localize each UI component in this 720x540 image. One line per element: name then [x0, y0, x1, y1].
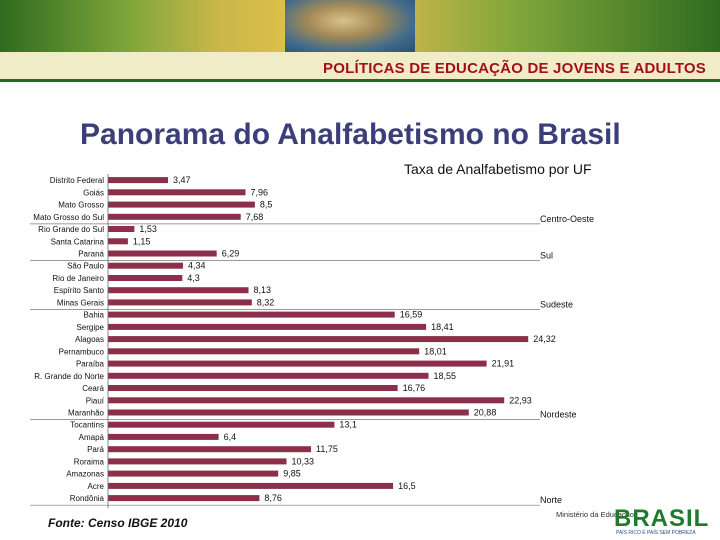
bar-3: [108, 213, 241, 220]
value-label: 10,33: [292, 456, 315, 466]
banner-photo: [285, 0, 415, 52]
category-label: Tocantins: [70, 421, 104, 430]
value-label: 4,3: [187, 273, 200, 283]
brasil-logo-word: BRASIL: [614, 505, 710, 532]
value-label: 1,15: [133, 236, 151, 246]
bar-6: [108, 250, 217, 257]
value-label: 4,34: [188, 261, 206, 271]
category-label: Acre: [88, 482, 105, 491]
category-label: R. Grande do Norte: [34, 372, 104, 381]
value-label: 18,41: [431, 322, 454, 332]
value-label: 9,85: [283, 469, 301, 479]
value-label: 3,47: [173, 175, 191, 185]
bar-19: [108, 409, 469, 416]
value-label: 16,76: [403, 383, 426, 393]
region-label: Centro-Oeste: [540, 214, 594, 224]
bar-2: [108, 201, 255, 208]
value-label: 8,13: [254, 285, 272, 295]
category-label: Rondônia: [70, 494, 105, 503]
brasil-logo-motto: PAÍS RICO É PAÍS SEM POBREZA: [616, 530, 696, 536]
value-label: 22,93: [509, 395, 532, 405]
category-label: Sergipe: [76, 323, 104, 332]
bar-26: [108, 495, 260, 502]
category-label: Paraná: [78, 250, 104, 259]
category-label: Mato Grosso do Sul: [33, 213, 104, 222]
category-label: Roraima: [74, 457, 105, 466]
category-label: Espírito Santo: [54, 286, 105, 295]
value-label: 7,68: [246, 212, 264, 222]
bar-16: [108, 372, 429, 379]
banner-stripe: [0, 52, 720, 82]
value-label: 6,4: [224, 432, 237, 442]
category-label: Amazonas: [66, 470, 104, 479]
brasil-logo: BRASIL PAÍS RICO É PAÍS SEM POBREZA: [614, 505, 716, 537]
bar-7: [108, 262, 183, 269]
bar-23: [108, 458, 287, 465]
bar-18: [108, 397, 505, 404]
bar-0: [108, 177, 168, 184]
value-label: 24,32: [533, 334, 556, 344]
category-label: Minas Gerais: [57, 298, 104, 307]
category-label: São Paulo: [67, 262, 104, 271]
value-label: 21,91: [492, 359, 515, 369]
bar-1: [108, 189, 246, 196]
bar-25: [108, 482, 394, 489]
category-label: Pará: [87, 445, 104, 454]
ministry-logo: Ministério da Educação: [556, 510, 634, 519]
region-label: Sudeste: [540, 300, 573, 310]
value-label: 7,96: [251, 187, 269, 197]
bar-20: [108, 421, 335, 428]
bar-14: [108, 348, 420, 355]
bar-9: [108, 287, 249, 294]
category-label: Distrito Federal: [50, 176, 104, 185]
category-label: Ceará: [82, 384, 104, 393]
category-label: Alagoas: [75, 335, 104, 344]
category-label: Mato Grosso: [58, 201, 104, 210]
value-label: 6,29: [222, 249, 240, 259]
category-label: Maranhão: [68, 409, 105, 418]
bar-11: [108, 311, 395, 318]
region-label: Sul: [540, 251, 553, 261]
bar-21: [108, 433, 219, 440]
value-label: 16,5: [398, 481, 416, 491]
source-note: Fonte: Censo IBGE 2010: [48, 516, 188, 530]
bar-13: [108, 336, 529, 343]
region-label: Norte: [540, 495, 562, 505]
value-label: 8,5: [260, 200, 273, 210]
bar-4: [108, 226, 135, 232]
value-label: 18,01: [424, 346, 447, 356]
value-label: 16,59: [400, 310, 423, 320]
bar-24: [108, 470, 279, 477]
banner-title: POLÍTICAS DE EDUCAÇÃO DE JOVENS E ADULTO…: [323, 60, 706, 77]
category-label: Amapá: [79, 433, 105, 442]
bar-5: [108, 238, 128, 245]
region-label: Nordeste: [540, 410, 577, 420]
bar-chart: Distrito Federal 3,47 Goiás 7,96 Mato Grosso…: [30, 174, 594, 509]
value-label: 20,88: [474, 408, 497, 418]
category-label: Bahia: [84, 311, 105, 320]
header-banner: POLÍTICAS DE EDUCAÇÃO DE JOVENS E ADULTO…: [0, 0, 720, 82]
value-label: 18,55: [434, 371, 457, 381]
bar-8: [108, 275, 183, 281]
bar-15: [108, 360, 487, 367]
value-label: 8,76: [264, 493, 282, 503]
chart-title: Taxa de Analfabetismo por UF: [404, 161, 592, 177]
bar-12: [108, 323, 427, 330]
value-label: 11,75: [316, 444, 338, 454]
bar-17: [108, 385, 398, 391]
value-label: 1,53: [139, 224, 157, 234]
category-label: Goiás: [83, 188, 104, 197]
category-label: Rio Grande do Sul: [38, 225, 104, 234]
category-label: Paraíba: [76, 360, 105, 369]
page-title: Panorama do Analfabetismo no Brasil: [80, 118, 621, 151]
value-label: 13,1: [339, 420, 357, 430]
category-label: Pernambuco: [59, 347, 105, 356]
category-label: Santa Catarina: [51, 237, 105, 246]
category-label: Piauí: [86, 396, 105, 405]
value-label: 8,32: [257, 297, 275, 307]
bar-22: [108, 446, 311, 453]
category-label: Rio de Janeiro: [52, 274, 104, 283]
bar-10: [108, 299, 252, 306]
